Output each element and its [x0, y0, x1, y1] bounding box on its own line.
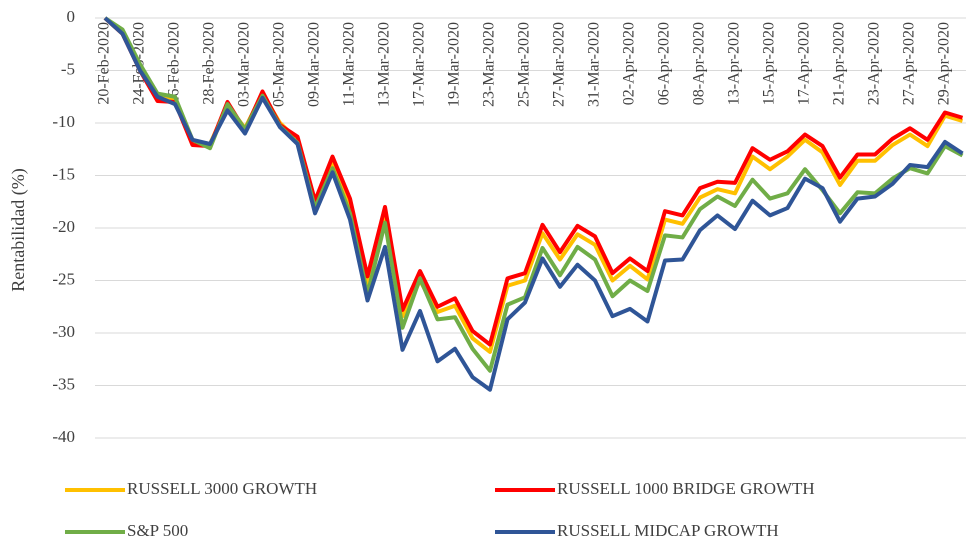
- y-tick-label: -35: [52, 374, 75, 393]
- x-tick-label: 23-Mar-2020: [481, 22, 498, 107]
- x-tick-label: 17-Mar-2020: [411, 22, 428, 107]
- x-tick-label: 28-Feb-2020: [201, 22, 218, 105]
- x-tick-label: 11-Mar-2020: [341, 22, 358, 106]
- x-tick-label: 21-Apr-2020: [831, 22, 848, 105]
- x-tick-label: 29-Apr-2020: [936, 22, 953, 105]
- x-tick-label: 13-Mar-2020: [376, 22, 393, 107]
- x-tick-label: 13-Apr-2020: [726, 22, 743, 105]
- x-tick-label: 25-Mar-2020: [516, 22, 533, 107]
- x-tick-label: 05-Mar-2020: [271, 22, 288, 107]
- y-tick-label: 0: [67, 7, 76, 26]
- x-tick-label: 27-Apr-2020: [901, 22, 918, 105]
- x-tick-label: 08-Apr-2020: [691, 22, 708, 105]
- y-tick-label: -10: [52, 112, 75, 131]
- y-tick-label: -5: [61, 59, 75, 78]
- x-tick-label: 15-Apr-2020: [761, 22, 778, 105]
- x-tick-label: 20-Feb-2020: [96, 22, 113, 105]
- x-tick-label: 31-Mar-2020: [586, 22, 603, 107]
- legend-label: S&P 500: [127, 521, 188, 540]
- legend-label: RUSSELL 3000 GROWTH: [127, 479, 317, 498]
- y-tick-label: -25: [52, 269, 75, 288]
- y-tick-label: -20: [52, 217, 75, 236]
- x-tick-label: 06-Apr-2020: [656, 22, 673, 105]
- x-tick-label: 27-Mar-2020: [551, 22, 568, 107]
- x-tick-label: 17-Apr-2020: [796, 22, 813, 105]
- x-tick-label: 19-Mar-2020: [446, 22, 463, 107]
- x-tick-label: 02-Apr-2020: [621, 22, 638, 105]
- x-tick-label: 09-Mar-2020: [306, 22, 323, 107]
- x-tick-label: 23-Apr-2020: [866, 22, 883, 105]
- x-tick-label: 03-Mar-2020: [236, 22, 253, 107]
- y-tick-label: -15: [52, 164, 75, 183]
- x-tick-label: 26-Feb-2020: [166, 22, 183, 105]
- y-tick-label: -30: [52, 322, 75, 341]
- legend-label: RUSSELL 1000 BRIDGE GROWTH: [557, 479, 815, 498]
- y-tick-label: -40: [52, 427, 75, 446]
- y-axis-label: Rentabilidad (%): [8, 168, 29, 291]
- series-line: [103, 16, 964, 392]
- legend-label: RUSSELL MIDCAP GROWTH: [557, 521, 779, 540]
